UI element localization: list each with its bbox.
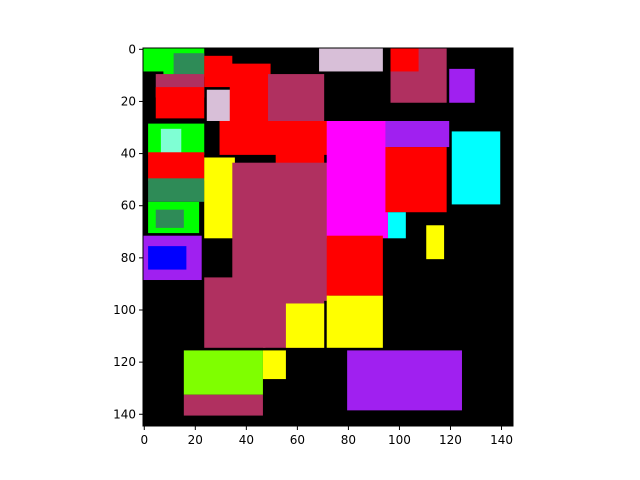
y-tick-label: 20	[121, 94, 136, 108]
heatmap-region-red	[385, 147, 447, 213]
heatmap-region-maroon	[204, 277, 266, 348]
x-tick-label: 0	[140, 433, 148, 447]
heatmap-region-yellow	[326, 295, 383, 348]
heatmap-region-cyan	[387, 212, 406, 239]
heatmap-region-seagreen	[173, 53, 205, 77]
x-tick-label: 80	[341, 433, 356, 447]
heatmap-region-seagreen	[148, 178, 205, 202]
heatmap-region-lime	[183, 350, 263, 395]
heatmap-region-yellow	[262, 350, 286, 380]
y-tick-label: 140	[113, 407, 136, 421]
heatmap-region-red	[326, 235, 383, 296]
heatmap-region-thistle	[206, 89, 233, 121]
heatmap-region-yellow	[204, 157, 235, 239]
y-tick-label: 40	[121, 147, 136, 161]
x-tick-label: 100	[388, 433, 411, 447]
heatmap-region-red	[148, 152, 205, 181]
heatmap-region-maroon	[268, 74, 325, 124]
heatmap-region-thistle	[319, 48, 383, 72]
x-tick-label: 40	[239, 433, 254, 447]
y-tick-label: 80	[121, 251, 136, 265]
y-tick-label: 120	[113, 355, 136, 369]
y-tick-label: 0	[128, 42, 136, 56]
heatmap-region-magenta	[326, 120, 388, 239]
y-tick-label: 60	[121, 199, 136, 213]
heatmap-region-green	[143, 48, 166, 72]
axes-frame	[142, 47, 514, 427]
heatmap-region-aquamarine	[160, 128, 182, 161]
x-tick-label: 60	[290, 433, 305, 447]
heatmap-region-red	[204, 55, 233, 88]
heatmap-region-blue	[148, 246, 187, 270]
heatmap-region-purple	[449, 68, 475, 103]
x-tick-label: 20	[188, 433, 203, 447]
x-tick-label: 140	[490, 433, 513, 447]
x-axis: 0 20 40 60 80 100 120 140	[140, 426, 513, 447]
heatmap-region-yellow	[426, 225, 445, 260]
heatmap-region-yellow	[285, 303, 325, 348]
x-tick-label: 120	[439, 433, 462, 447]
heatmap-region-red	[155, 87, 205, 119]
heatmap-region-maroon	[183, 394, 263, 416]
heatmap-region-purple	[385, 120, 450, 148]
heatmap-region-purple	[347, 350, 462, 411]
heatmap-region-red	[390, 48, 419, 72]
heatmap-region-red	[229, 63, 271, 129]
plot-area	[143, 48, 513, 426]
y-axis: 0 20 40 60 80 100 120 140	[113, 42, 143, 421]
heatmap-region-seagreen	[155, 209, 184, 228]
heatmap-region-cyan	[451, 131, 501, 205]
y-tick-label: 100	[113, 303, 136, 317]
heatmap-region-red	[219, 120, 330, 155]
